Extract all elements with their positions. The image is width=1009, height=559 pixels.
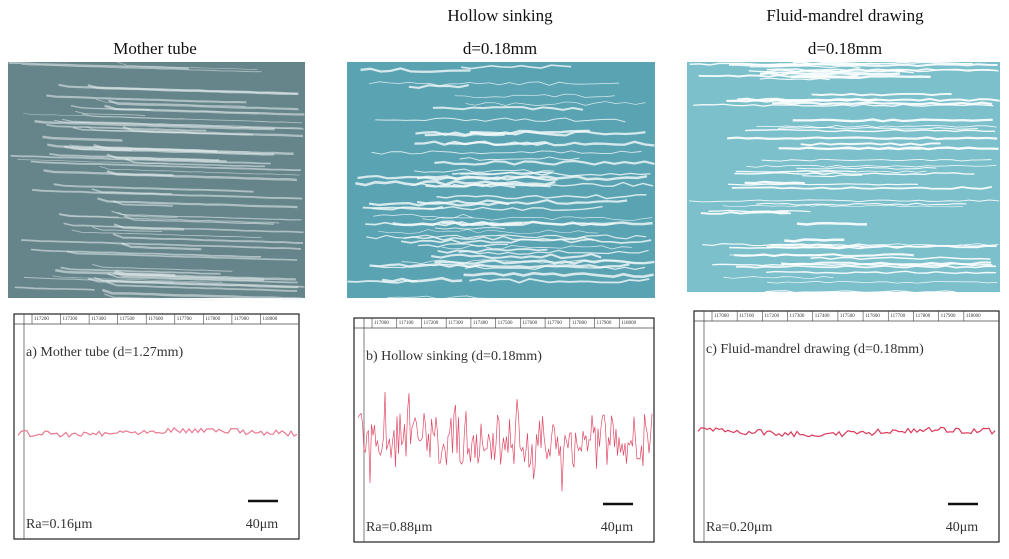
tick-label: 117600 [865,314,880,319]
tick-label: 117300 [790,314,805,319]
tick-label: 117500 [498,321,513,326]
tick-label: 117500 [120,317,135,322]
caption: b) Hollow sinking (d=0.18mm) [366,349,542,364]
scale-label: 40μm [246,517,279,532]
profile-panel: 117200 117300 117400 117500 117600 117700 1178… [14,314,299,539]
tick-label: 117400 [91,317,106,322]
streak [745,182,805,183]
scale-label: 40μm [601,520,634,535]
tick-label: 118000 [621,321,636,326]
tick-label: 117000 [374,321,389,326]
tick-label: 117200 [764,314,779,319]
caption: a) Mother tube (d=1.27mm) [26,345,184,360]
tick-label: 117800 [205,317,220,322]
tick-label: 117100 [399,321,414,326]
profile-panel: 117000 117100 117200 117300 117400 117500 1176… [694,311,999,542]
figure: Hollow sinking Fluid-mandrel drawing Mot… [0,0,1009,559]
tick-label: 117600 [522,321,537,326]
tick-label: 117600 [148,317,163,322]
roughness-label: Ra=0.20μm [706,520,772,535]
tick-label: 117200 [34,317,49,322]
tick-label: 117300 [448,321,463,326]
micrograph [687,62,1000,293]
roughness-label: Ra=0.88μm [366,520,432,535]
scale-label: 40μm [946,520,979,535]
micrograph [347,62,655,299]
tick-label: 117900 [234,317,249,322]
tick-label: 118000 [262,317,277,322]
column-subtitle: d=0.18mm [808,39,882,58]
streak [797,223,867,224]
column-subtitle: d=0.18mm [463,39,537,58]
page: {"headers": {"hollow_title": "Hollow sin… [0,0,1009,559]
roughness-label: Ra=0.16μm [26,517,92,532]
tick-label: 117400 [473,321,488,326]
tick-label: 118000 [966,314,981,319]
tick-label: 117000 [714,314,729,319]
tick-label: 117700 [547,321,562,326]
tick-label: 117400 [815,314,830,319]
profile-panel: 117000 117100 117200 117300 117400 117500 1176… [354,318,654,542]
streak [770,99,1000,101]
tick-label: 117100 [739,314,754,319]
tick-label: 117900 [941,314,956,319]
column-title: Fluid-mandrel drawing [766,6,924,25]
tick-label: 117900 [597,321,612,326]
tick-label: 117200 [423,321,438,326]
column-title: Hollow sinking [447,6,553,25]
tick-label: 117800 [915,314,930,319]
tick-label: 117700 [177,317,192,322]
tick-label: 117300 [63,317,78,322]
micrograph [8,62,305,300]
tick-label: 117500 [840,314,855,319]
tick-label: 117800 [572,321,587,326]
column-title: Mother tube [113,39,197,58]
tick-label: 117700 [890,314,905,319]
caption: c) Fluid-mandrel drawing (d=0.18mm) [706,342,924,357]
micrograph-bg [8,62,305,298]
